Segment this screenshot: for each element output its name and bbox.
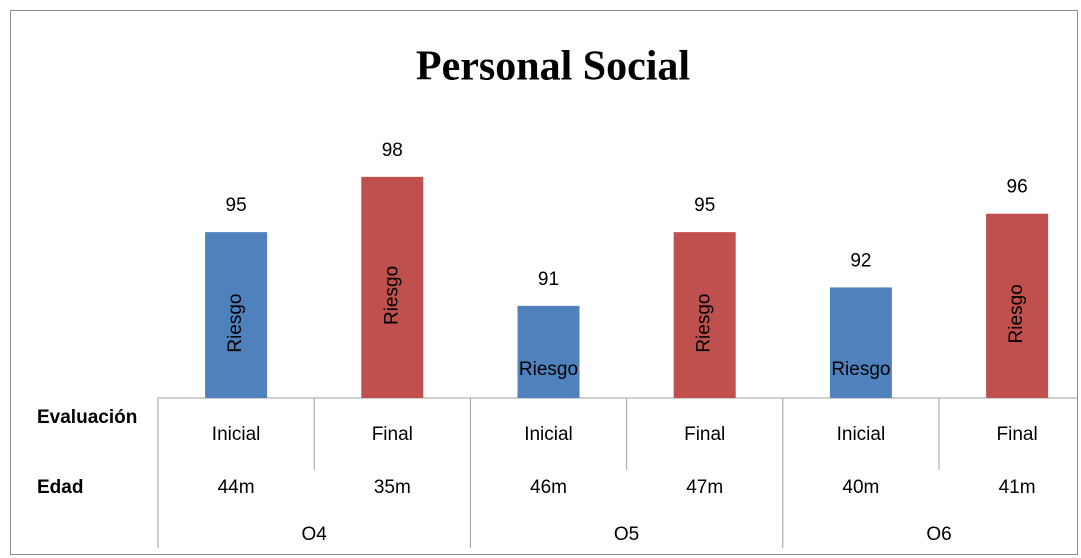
group-label: O5 — [614, 524, 639, 545]
edad-label: 40m — [842, 477, 879, 498]
edad-label: 41m — [999, 477, 1036, 498]
row-label: Edad — [37, 477, 83, 498]
edad-label: 44m — [218, 477, 255, 498]
x-tick-label: Final — [372, 424, 413, 445]
bar-label: Riesgo — [381, 266, 402, 325]
chart-title: Personal Social — [416, 44, 690, 90]
bar — [829, 287, 892, 398]
bar-label: Riesgo — [519, 359, 578, 380]
bar — [986, 213, 1049, 398]
value-label: 91 — [538, 269, 559, 290]
bar-label: Riesgo — [694, 293, 715, 352]
bar-label: Riesgo — [225, 293, 246, 352]
x-tick-label: Inicial — [524, 424, 573, 445]
chart-border — [10, 10, 1078, 555]
x-tick-label: Final — [997, 424, 1038, 445]
edad-label: 47m — [686, 477, 723, 498]
bar-label: Riesgo — [831, 359, 890, 380]
x-tick-label: Inicial — [837, 424, 886, 445]
bar — [517, 305, 580, 398]
value-label: 95 — [694, 195, 715, 216]
x-tick-label: Final — [684, 424, 725, 445]
edad-label: 46m — [530, 477, 567, 498]
value-label: 92 — [850, 250, 871, 271]
bar — [361, 176, 424, 398]
value-label: 95 — [226, 195, 247, 216]
value-label: 98 — [382, 140, 403, 161]
x-tick-label: Inicial — [212, 424, 261, 445]
bar — [673, 232, 736, 398]
value-label: 96 — [1007, 177, 1028, 198]
bar-label: Riesgo — [1006, 284, 1027, 343]
bar — [205, 232, 268, 398]
edad-label: 35m — [374, 477, 411, 498]
group-label: O4 — [302, 524, 328, 545]
row-label: Evaluación — [37, 407, 137, 428]
group-label: O6 — [926, 524, 951, 545]
